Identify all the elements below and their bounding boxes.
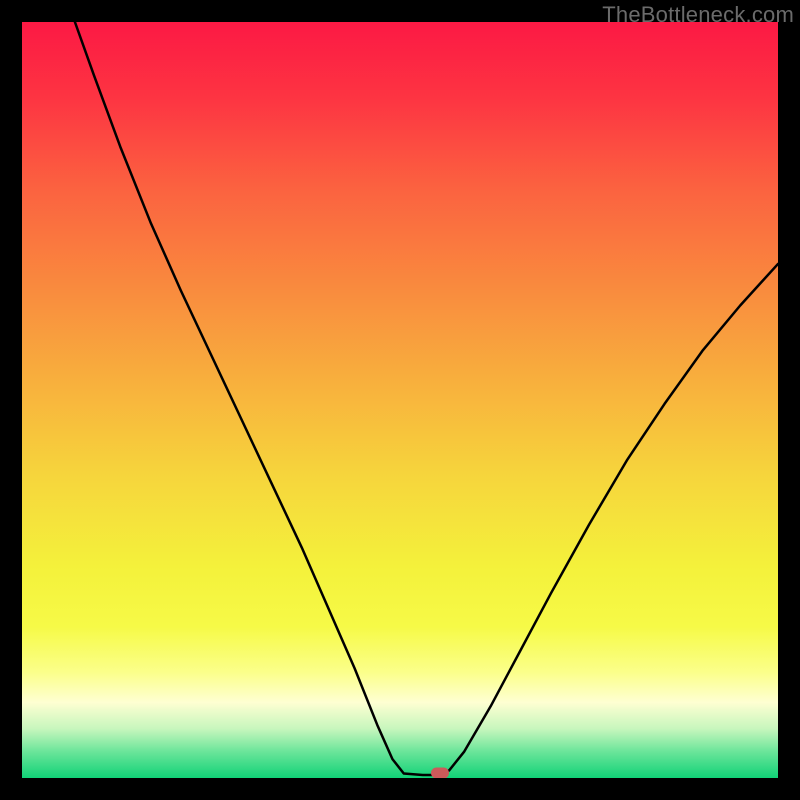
plot-area <box>22 22 778 778</box>
bottleneck-curve <box>22 22 778 778</box>
optimal-point-marker <box>431 767 449 778</box>
chart-frame: TheBottleneck.com <box>0 0 800 800</box>
watermark-text: TheBottleneck.com <box>602 2 794 28</box>
